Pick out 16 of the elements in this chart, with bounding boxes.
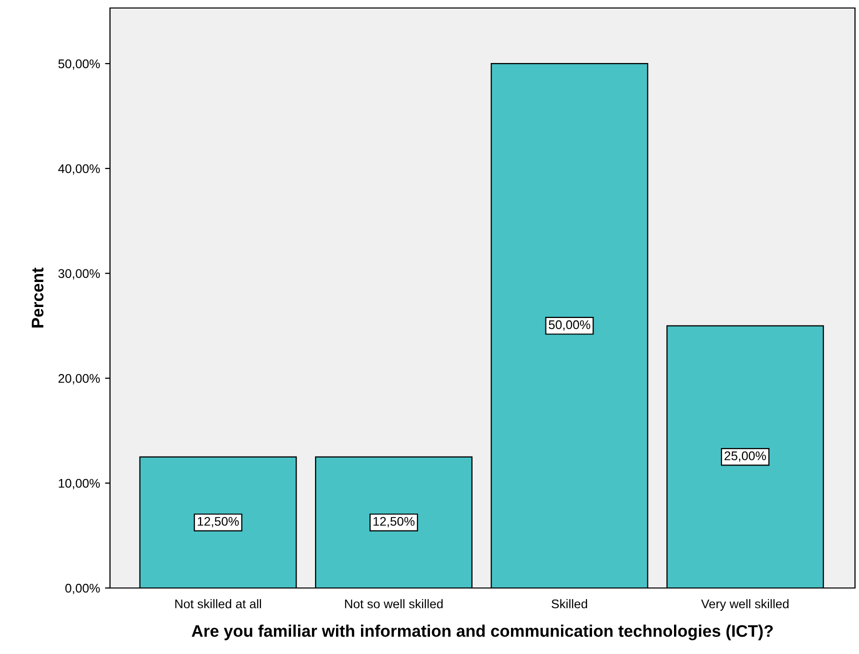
y-tick-label: 0,00% [65,584,100,594]
data-label: 25,00% [724,451,766,462]
data-label: 50,00% [548,320,590,331]
x-tick-label: Not skilled at all [175,599,261,608]
x-tick-label: Not so well skilled [345,599,443,608]
y-tick-label: 30,00% [58,269,100,280]
x-tick-label: Skilled [552,599,588,608]
y-axis-title: Percent [32,268,44,328]
y-tick-label: 40,00% [58,164,100,175]
x-tick-label: Very well skilled [701,599,788,611]
y-tick-label: 10,00% [58,478,100,490]
x-axis-title: Are you familiar with information and communication technologies (ICT)? [192,624,773,640]
data-label: 12,50% [374,516,415,528]
y-tick-label: 50,00% [58,59,100,70]
y-tick-label: 20,00% [58,374,100,384]
data-label: 12,50% [198,516,239,528]
